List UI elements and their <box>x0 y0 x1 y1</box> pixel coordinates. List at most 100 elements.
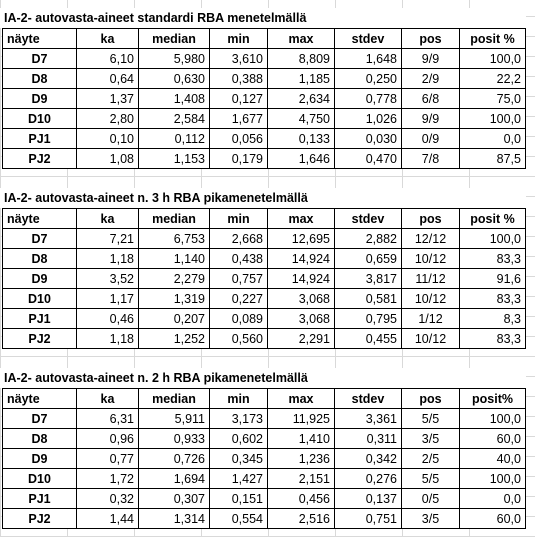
table-row: D8 0,96 0,933 0,602 1,410 0,311 3/5 60,0 <box>2 428 526 449</box>
table-cell: 0,456 <box>267 488 335 509</box>
header-cell: ka <box>76 28 139 49</box>
sample-cell: D9 <box>2 88 77 109</box>
table-cell: 2,291 <box>267 328 335 349</box>
table-cell: 1,17 <box>76 288 139 309</box>
table-row: D7 6,31 5,911 3,173 11,925 3,361 5/5 100… <box>2 408 526 429</box>
table-cell: 1,427 <box>209 468 268 489</box>
table-title: IA-2- autovasta-aineet standardi RBA men… <box>0 8 526 28</box>
table-cell: 100,0 <box>459 468 526 489</box>
table-cell: 3/5 <box>401 428 460 449</box>
sample-cell: D8 <box>2 248 77 269</box>
table-cell: 0,778 <box>334 88 402 109</box>
sample-cell: D8 <box>2 68 77 89</box>
table-cell: 12,695 <box>267 228 335 249</box>
table-cell: 10/12 <box>401 328 460 349</box>
header-cell: max <box>267 208 335 229</box>
table-cell: 9/9 <box>401 48 460 69</box>
table-cell: 87,5 <box>459 148 526 169</box>
table-cell: 0,179 <box>209 148 268 169</box>
table-cell: 1,72 <box>76 468 139 489</box>
table-cell: 0,127 <box>209 88 268 109</box>
table-cell: 100,0 <box>459 48 526 69</box>
table-cell: 5,980 <box>138 48 210 69</box>
header-cell: näyte <box>2 388 77 409</box>
header-cell: pos <box>401 28 460 49</box>
table-cell: 5/5 <box>401 408 460 429</box>
table-cell: 14,924 <box>267 268 335 289</box>
table-cell: 6,10 <box>76 48 139 69</box>
table-cell: 0,933 <box>138 428 210 449</box>
header-cell: näyte <box>2 208 77 229</box>
table-cell: 100,0 <box>459 108 526 129</box>
table-cell: 0,77 <box>76 448 139 469</box>
table-cell: 5,911 <box>138 408 210 429</box>
table-cell: 83,3 <box>459 288 526 309</box>
table-row: PJ1 0,46 0,207 0,089 3,068 0,795 1/12 8,… <box>2 308 526 329</box>
table-cell: 2,584 <box>138 108 210 129</box>
table-row: D10 1,72 1,694 1,427 2,151 0,276 5/5 100… <box>2 468 526 489</box>
header-cell: stdev <box>334 388 402 409</box>
header-cell: median <box>138 28 210 49</box>
table-cell: 3,361 <box>334 408 402 429</box>
table-cell: 1,37 <box>76 88 139 109</box>
header-cell: ka <box>76 388 139 409</box>
table-cell: 2,634 <box>267 88 335 109</box>
sample-cell: PJ2 <box>2 508 77 529</box>
table-cell: 2/9 <box>401 68 460 89</box>
table-cell: 3,610 <box>209 48 268 69</box>
sample-cell: D8 <box>2 428 77 449</box>
header-cell: stdev <box>334 28 402 49</box>
header-cell: pos <box>401 388 460 409</box>
table-cell: 1,319 <box>138 288 210 309</box>
table-block-2h: IA-2- autovasta-aineet n. 2 h RBA pikame… <box>0 368 526 529</box>
header-cell: posit % <box>459 28 526 49</box>
table-cell: 0,470 <box>334 148 402 169</box>
table-cell: 83,3 <box>459 248 526 269</box>
table-cell: 0,602 <box>209 428 268 449</box>
table-cell: 1,236 <box>267 448 335 469</box>
table-cell: 1,694 <box>138 468 210 489</box>
table-cell: 22,2 <box>459 68 526 89</box>
table-cell: 1,44 <box>76 508 139 529</box>
table-cell: 0,030 <box>334 128 402 149</box>
header-cell: ka <box>76 208 139 229</box>
table-cell: 75,0 <box>459 88 526 109</box>
table-cell: 100,0 <box>459 408 526 429</box>
table-cell: 0,10 <box>76 128 139 149</box>
table-cell: 0,96 <box>76 428 139 449</box>
header-row: näyte ka median min max stdev pos posit … <box>2 28 526 49</box>
table-cell: 6,753 <box>138 228 210 249</box>
table-row: D9 0,77 0,726 0,345 1,236 0,342 2/5 40,0 <box>2 448 526 469</box>
table-cell: 1,08 <box>76 148 139 169</box>
table-row: PJ2 1,18 1,252 0,560 2,291 0,455 10/12 8… <box>2 328 526 349</box>
table-cell: 0,227 <box>209 288 268 309</box>
results-table: näyte ka median min max stdev pos posit … <box>2 208 526 349</box>
table-cell: 0,455 <box>334 328 402 349</box>
table-cell: 1,314 <box>138 508 210 529</box>
table-row: D7 7,21 6,753 2,668 12,695 2,882 12/12 1… <box>2 228 526 249</box>
sample-cell: D7 <box>2 48 77 69</box>
table-cell: 100,0 <box>459 228 526 249</box>
table-cell: 0,630 <box>138 68 210 89</box>
header-cell: min <box>209 388 268 409</box>
table-title: IA-2- autovasta-aineet n. 3 h RBA pikame… <box>0 188 526 208</box>
table-cell: 60,0 <box>459 428 526 449</box>
table-row: D10 2,80 2,584 1,677 4,750 1,026 9/9 100… <box>2 108 526 129</box>
table-row: D9 1,37 1,408 0,127 2,634 0,778 6/8 75,0 <box>2 88 526 109</box>
table-cell: 9/9 <box>401 108 460 129</box>
header-cell: posit% <box>459 388 526 409</box>
header-row: näyte ka median min max stdev pos posit% <box>2 388 526 409</box>
table-cell: 6/8 <box>401 88 460 109</box>
table-cell: 7/8 <box>401 148 460 169</box>
header-cell: max <box>267 28 335 49</box>
table-cell: 0,311 <box>334 428 402 449</box>
table-cell: 0,659 <box>334 248 402 269</box>
table-cell: 2,279 <box>138 268 210 289</box>
table-cell: 3,068 <box>267 308 335 329</box>
table-cell: 11/12 <box>401 268 460 289</box>
table-cell: 0,751 <box>334 508 402 529</box>
table-cell: 0,0 <box>459 488 526 509</box>
table-cell: 1,646 <box>267 148 335 169</box>
table-cell: 1,252 <box>138 328 210 349</box>
